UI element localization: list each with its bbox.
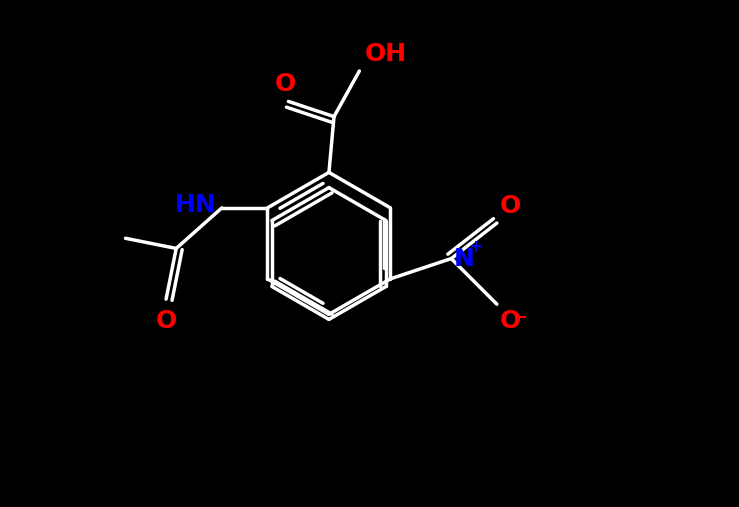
- Text: HN: HN: [175, 193, 217, 218]
- Text: O: O: [275, 73, 296, 96]
- Text: O: O: [500, 194, 521, 218]
- Text: OH: OH: [364, 42, 406, 66]
- Text: N: N: [454, 246, 474, 271]
- Text: +: +: [468, 238, 482, 257]
- Text: O: O: [500, 309, 521, 333]
- Text: −: −: [513, 307, 527, 325]
- Text: O: O: [155, 309, 177, 333]
